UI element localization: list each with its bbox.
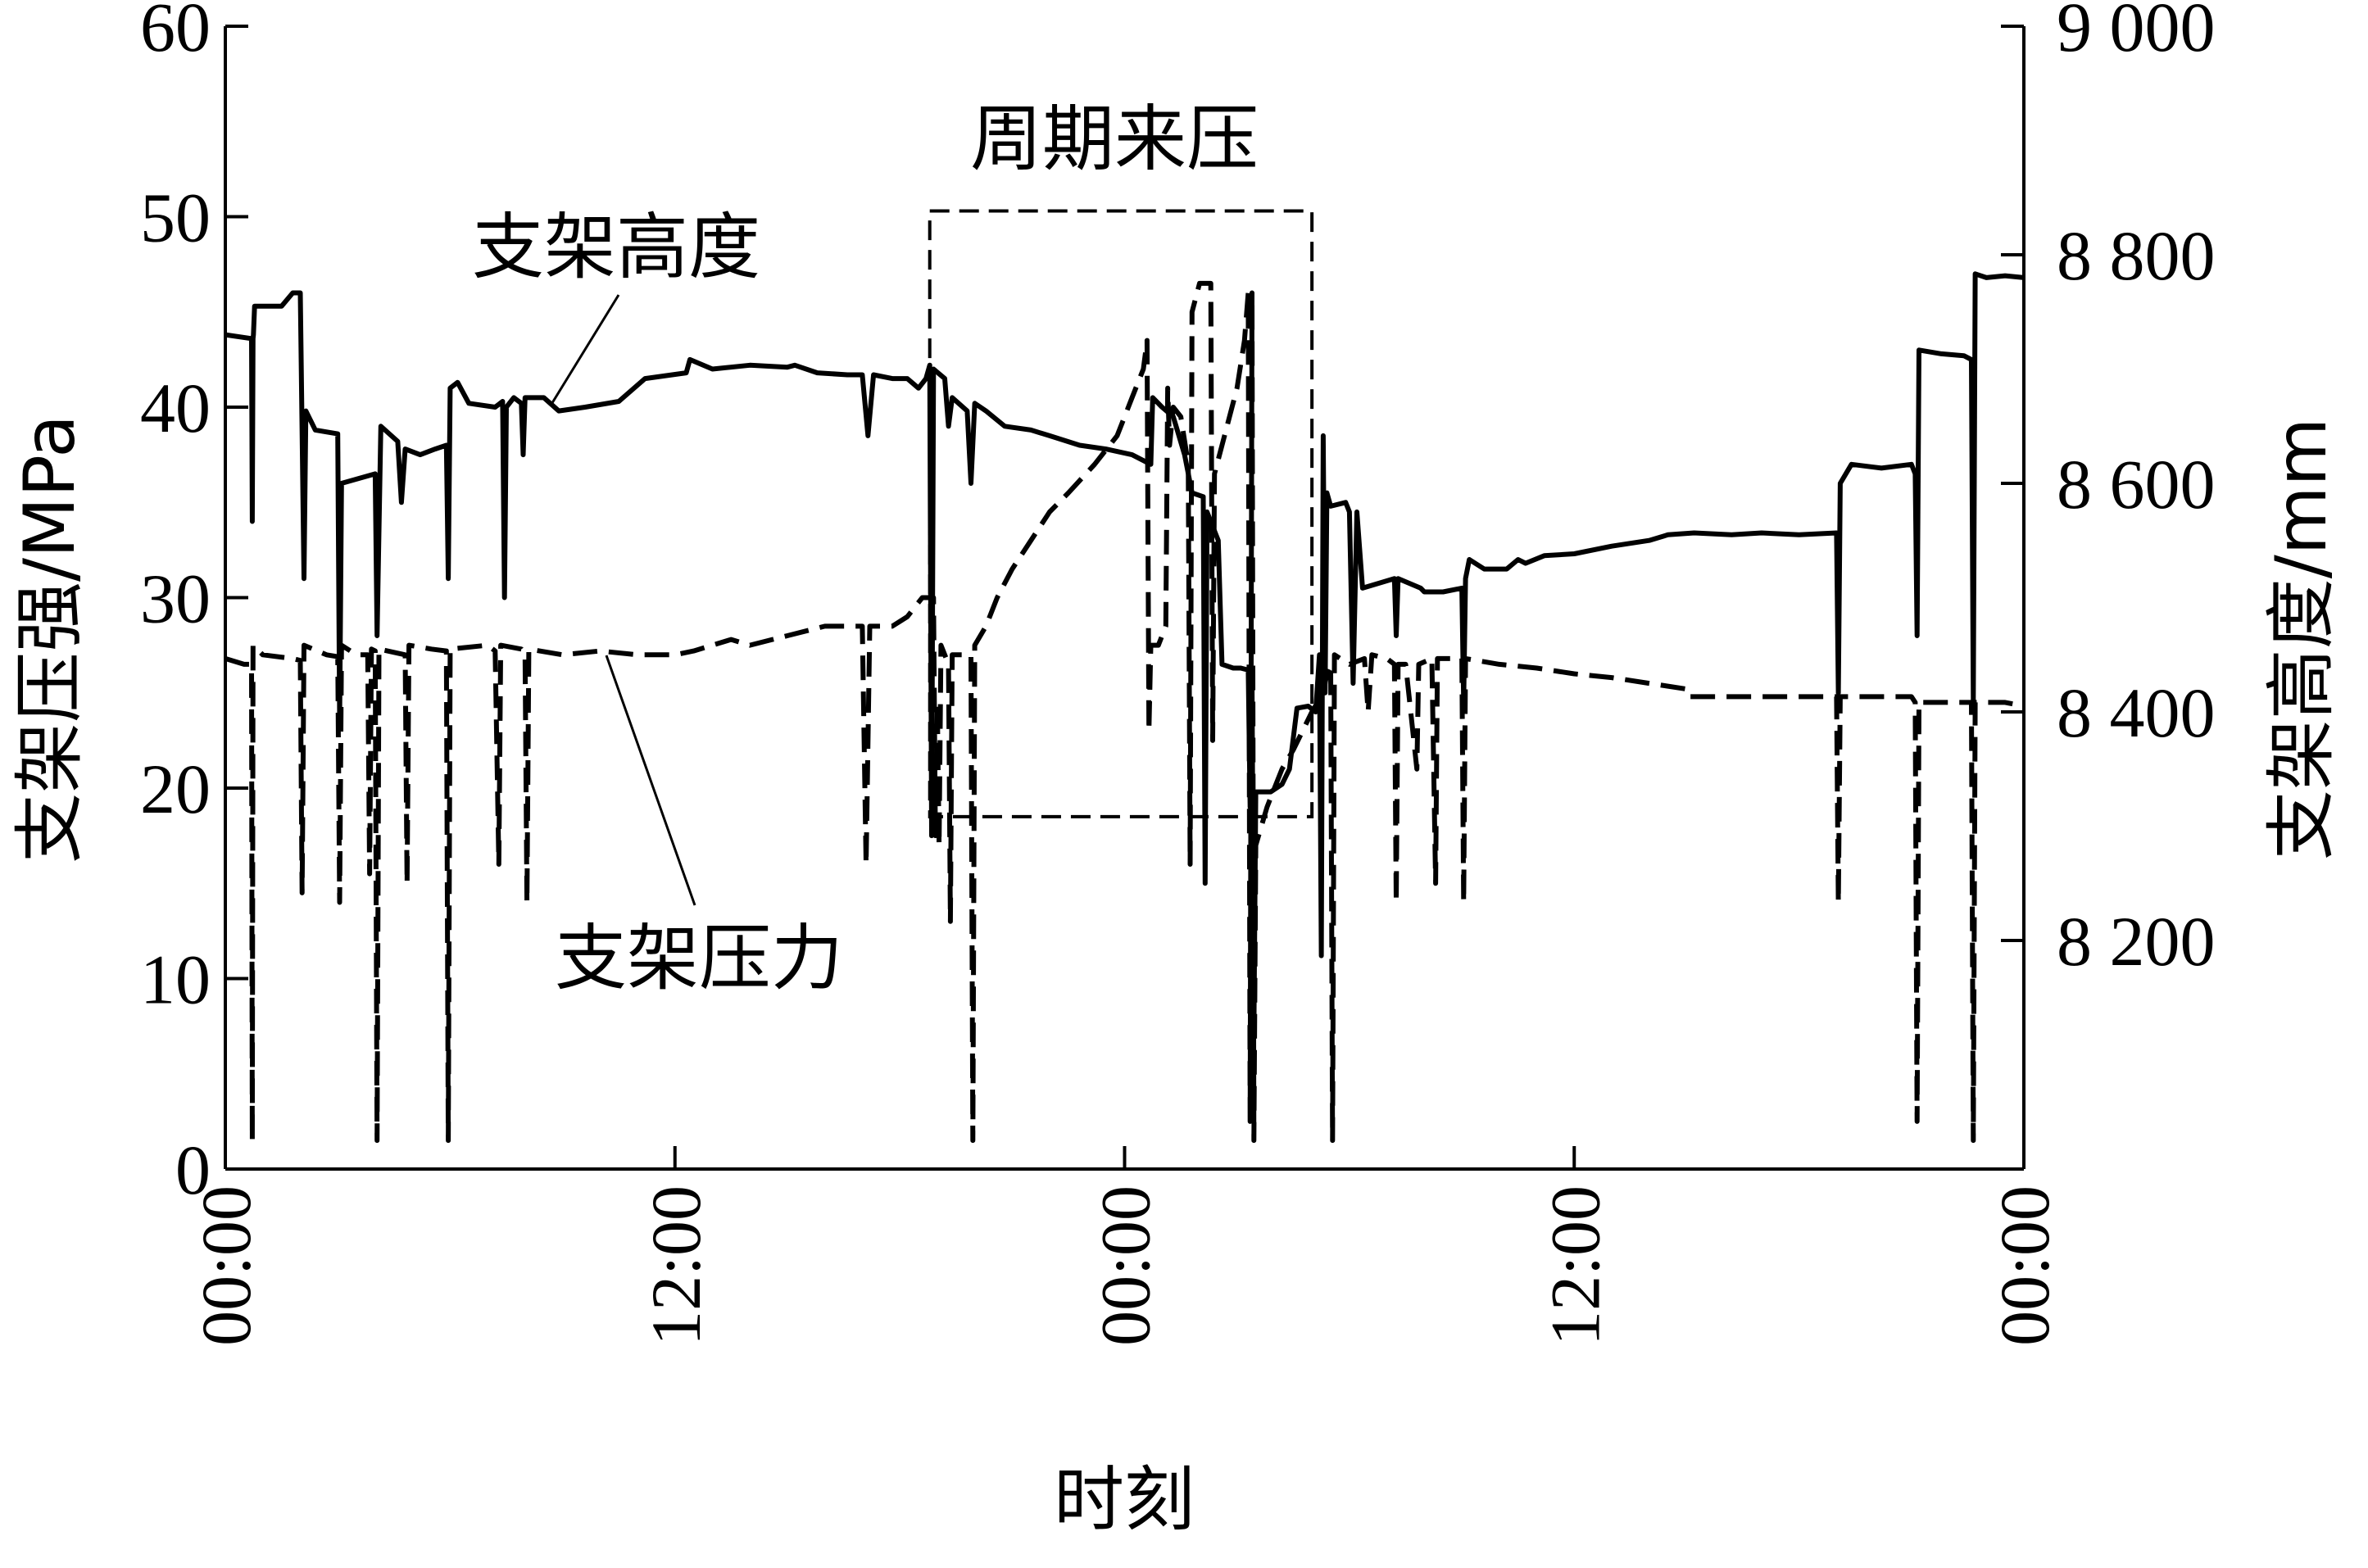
left-y-axis-ticks: 0 10 20 30 40 50 60 [140, 0, 248, 1209]
support-height-line [225, 271, 2025, 1039]
support-pressure-line [225, 280, 2025, 1144]
height-leader-line [549, 294, 620, 406]
right-y-axis-title: 支架高度/mm [2261, 418, 2343, 861]
left-y-axis-title: 支架压强/MPa [9, 415, 91, 863]
height-series-label: 支架高度 [472, 205, 760, 289]
pressure-series-label: 支架压力 [555, 916, 843, 1000]
periodic-weighting-box [928, 209, 1314, 818]
left-y-tick-label: 40 [140, 369, 211, 447]
left-y-tick-label: 50 [140, 179, 211, 257]
x-tick-label: 00:00 [187, 1185, 265, 1346]
x-tick-label: 00:00 [1985, 1185, 2064, 1346]
right-y-tick-label: 8 800 [2057, 216, 2216, 295]
x-tick-label: 00:00 [1086, 1185, 1165, 1346]
pressure-leader-line [605, 655, 696, 906]
series-layer [225, 271, 2025, 1144]
highlight-box-rect [928, 209, 1314, 818]
right-y-tick-label: 8 200 [2057, 902, 2216, 981]
periodic-weighting-label: 周期来压 [970, 97, 1259, 181]
left-y-tick-label: 30 [140, 560, 211, 638]
right-y-tick-label: 8 600 [2057, 445, 2216, 523]
left-y-tick-label: 10 [140, 940, 211, 1019]
x-tick-label: 12:00 [1536, 1185, 1614, 1346]
left-y-tick-label: 60 [140, 0, 211, 66]
right-y-axis-ticks: 8 200 8 400 8 600 8 800 9 000 [2001, 0, 2216, 981]
x-tick-label: 12:00 [637, 1185, 715, 1346]
x-axis-ticks: 00:00 12:00 00:00 12:00 00:00 [187, 1146, 2064, 1346]
x-axis-title: 时刻 [1054, 1459, 1195, 1541]
annotation-leaders [549, 294, 696, 906]
left-y-tick-label: 0 [175, 1131, 211, 1209]
right-y-tick-label: 9 000 [2057, 0, 2216, 66]
left-y-tick-label: 20 [140, 750, 211, 828]
right-y-tick-label: 8 400 [2057, 673, 2216, 752]
